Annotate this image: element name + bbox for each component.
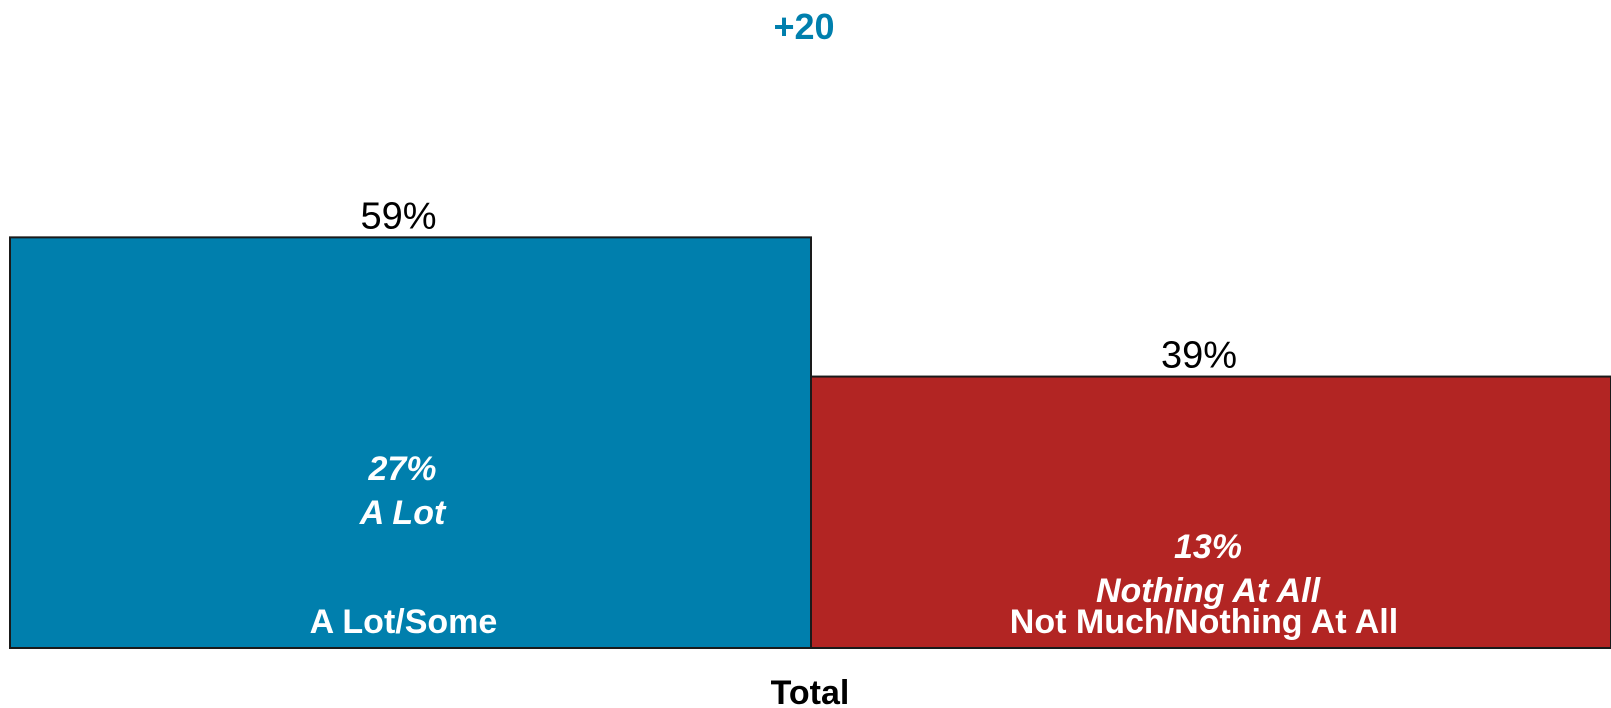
category-axis-label: Total: [771, 674, 850, 708]
sub-value-label-nothing-at-all: 13%: [1174, 528, 1242, 566]
bar-value-label-a-lot-some: 59%: [360, 195, 436, 237]
bar-value-label-not-much-nothing: 39%: [1161, 335, 1237, 377]
bar-name-label-not-much-nothing: Not Much/Nothing At All: [1010, 603, 1398, 641]
net-difference-label: +20: [773, 6, 834, 47]
bar-name-label-a-lot-some: A Lot/Some: [310, 603, 498, 641]
sub-value-label-a-lot: 27%: [367, 450, 436, 488]
sub-name-label-nothing-at-all: Nothing At All: [1096, 572, 1322, 610]
bar-a-lot-some: [9, 236, 812, 650]
bar-not-much-nothing: [810, 375, 1611, 649]
sub-name-label-a-lot: A Lot: [359, 494, 447, 532]
